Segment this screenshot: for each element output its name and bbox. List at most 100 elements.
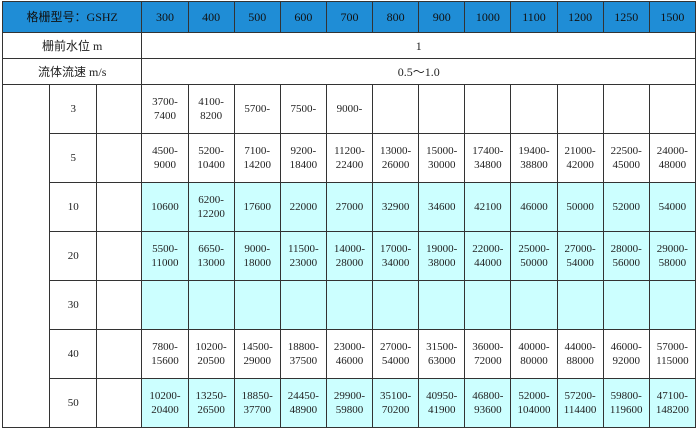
flow-cell: 3700-7400 [141, 84, 189, 134]
flow-cell: 9000-18000 [233, 231, 281, 281]
flow-cell: 7800-15600 [141, 329, 189, 379]
flow-cell: 47100-148200 [648, 378, 697, 428]
flow-cell: 18850-37700 [233, 378, 281, 428]
flow-cell: 31500-63000 [418, 329, 466, 379]
spec-table: 格栅型号：GSHZ 300 400 500 600 700 800 900 1000 1100 12… [1, 1, 697, 428]
flow-cell [648, 84, 697, 134]
group-cell [1, 84, 51, 428]
spacer-cell [96, 378, 143, 428]
flow-cell: 27000 [325, 182, 374, 232]
flow-cell [464, 84, 512, 134]
column-header: 400 [187, 1, 235, 33]
gap-label: 5 [49, 133, 98, 183]
flow-cell [279, 280, 327, 330]
flow-cell: 7100-14200 [233, 133, 281, 183]
flow-cell: 9200-18400 [279, 133, 327, 183]
column-header: 1100 [510, 1, 558, 33]
flow-cell [648, 280, 697, 330]
header-row: 格栅型号：GSHZ 300 400 500 600 700 800 900 1000 1100 12… [1, 1, 697, 33]
flow-cell: 52000 [602, 182, 650, 232]
flow-cell [187, 280, 235, 330]
data-row: 40 7800-15600 10200-20500 14500-29000 18800-… [3, 329, 697, 379]
column-header: 1000 [464, 1, 512, 33]
spacer-cell [96, 133, 143, 183]
flow-cell: 13250-26500 [187, 378, 235, 428]
param-value: 1 [141, 32, 696, 59]
flow-cell: 4500-9000 [141, 133, 189, 183]
flow-cell: 19000-38000 [418, 231, 466, 281]
spacer-cell [96, 280, 143, 330]
flow-cell: 52000-104000 [510, 378, 558, 428]
flow-cell: 22000-44000 [464, 231, 512, 281]
flow-cell: 4100-8200 [187, 84, 235, 134]
flow-cell [602, 280, 650, 330]
flow-cell: 10200-20500 [187, 329, 235, 379]
flow-cell: 46000 [510, 182, 558, 232]
spacer-cell [96, 231, 143, 281]
flow-cell: 44000-88000 [556, 329, 604, 379]
flow-cell: 17400-34800 [464, 133, 512, 183]
column-header: 800 [372, 1, 420, 33]
flow-cell: 59800-119600 [602, 378, 650, 428]
flow-cell: 40000-80000 [510, 329, 558, 379]
gap-label: 20 [49, 231, 98, 281]
flow-cell: 23000-46000 [325, 329, 374, 379]
flow-cell: 10200-20400 [141, 378, 189, 428]
spacer-cell [96, 182, 143, 232]
flow-cell: 29000-58000 [648, 231, 697, 281]
flow-cell: 17600 [233, 182, 281, 232]
flow-cell: 10600 [141, 182, 189, 232]
flow-cell: 5500-11000 [141, 231, 189, 281]
param-value: 0.5～1.0 [141, 58, 696, 85]
column-header: 900 [418, 1, 466, 33]
spacer-cell [96, 84, 143, 134]
flow-cell: 9000- [325, 84, 374, 134]
flow-cell: 11200-22400 [325, 133, 374, 183]
gap-label: 50 [49, 378, 98, 428]
flow-cell [556, 84, 604, 134]
column-header: 1500 [648, 1, 697, 33]
column-header: 500 [233, 1, 281, 33]
flow-cell: 46800-93600 [464, 378, 512, 428]
param-label: 流体流速 m/s [1, 58, 143, 85]
param-label: 栅前水位 m [1, 32, 143, 59]
flow-cell: 24450-48900 [279, 378, 327, 428]
flow-cell: 18800-37500 [279, 329, 327, 379]
flow-cell: 15000-30000 [418, 133, 466, 183]
flow-cell: 50000 [556, 182, 604, 232]
flow-cell: 28000-56000 [602, 231, 650, 281]
flow-cell: 5200-10400 [187, 133, 235, 183]
data-row: 30 [3, 280, 697, 330]
flow-cell: 22000 [279, 182, 327, 232]
flow-cell [233, 280, 281, 330]
flow-cell [602, 84, 650, 134]
gap-label: 30 [49, 280, 98, 330]
data-row: 20 5500-11000 6650-13000 9000-18000 11500-23… [3, 231, 697, 281]
flow-cell: 57200-114400 [556, 378, 604, 428]
flow-cell [141, 280, 189, 330]
flow-cell: 5700- [233, 84, 281, 134]
flow-cell: 19400-38800 [510, 133, 558, 183]
data-row: 3 3700-7400 4100-8200 5700- 7500- 9000- [1, 84, 697, 428]
flow-cell: 7500- [279, 84, 327, 134]
flow-cell [418, 84, 466, 134]
flow-cell: 22500-45000 [602, 133, 650, 183]
column-header: 300 [141, 1, 189, 33]
flow-cell [556, 280, 604, 330]
column-header: 1250 [602, 1, 650, 33]
flow-cell: 36000-72000 [464, 329, 512, 379]
flow-cell: 13000-26000 [372, 133, 420, 183]
flow-cell: 17000-34000 [372, 231, 420, 281]
gap-label: 40 [49, 329, 98, 379]
column-header: 600 [279, 1, 327, 33]
flow-cell: 25000-50000 [510, 231, 558, 281]
column-header: 700 [325, 1, 374, 33]
flow-cell: 27000-54000 [556, 231, 604, 281]
flow-cell: 35100-70200 [372, 378, 420, 428]
flow-cell: 40950-41900 [418, 378, 466, 428]
flow-cell: 14000-28000 [325, 231, 374, 281]
gap-label: 3 [49, 84, 98, 134]
param-row: 流体流速 m/s 0.5～1.0 [1, 58, 696, 85]
data-row: 10 10600 6200-12200 17600 22000 27000 32900 346… [3, 182, 697, 232]
